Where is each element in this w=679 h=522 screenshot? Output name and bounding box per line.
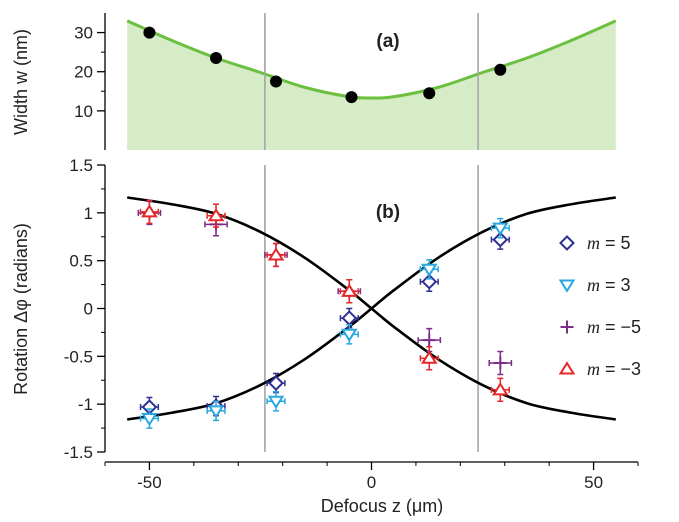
data-point-plus [422,333,436,347]
x-tick-label: -50 [137,473,162,492]
y-tick-label-b: 0 [84,300,93,319]
width-point [494,63,507,76]
legend-label: m = 5 [587,233,631,253]
x-axis-title: Defocus z (μm) [321,496,443,516]
width-point [210,52,223,65]
y-tick-label-a: 30 [74,24,93,43]
legend-marker-diamond [559,235,575,251]
data-point-diamond [492,231,509,248]
width-point [345,91,358,104]
width-points [143,26,507,104]
panel-label-b: (b) [376,202,400,223]
y-axis-title-a-text: Width w (nm) [11,29,31,135]
fit-fill-a [127,20,616,151]
data-point-triangle-down [267,395,285,410]
data-point-triangle-up [492,382,509,396]
data-point-triangle-down [420,263,438,278]
data-point-triangle-down [141,412,158,427]
series-m5 [139,229,510,418]
axes-a: 10 20 30 [74,13,106,150]
legend-label-var: m [587,317,600,337]
legend-label-value: = 3 [600,275,631,295]
fit-curve-b [127,196,616,421]
x-tick-label: 50 [584,473,603,492]
data-point-triangle-down [492,222,509,236]
data-point-diamond [268,375,284,392]
rotation-series [137,199,513,429]
legend-label-value: = 5 [600,233,631,253]
legend-label: m = 3 [587,275,631,295]
panel-b: 1.510.50-0.5-1-1.5-50 0 50 (b) m = 5m = 3m… [64,156,641,492]
series-mneg5 [137,200,513,376]
legend-label: m = −5 [587,317,641,337]
legend-item: m = −5 [560,317,641,337]
legend-marker-triangle-up [558,361,576,375]
y-tick-label-b: -0.5 [64,347,93,366]
fit-fill-area-a [127,20,616,151]
y-tick-label-b: 1 [84,204,93,223]
y-axis-title-b-text: Rotation Δφ (radians) [11,223,31,395]
data-point-triangle-up [340,283,358,297]
legend-label-value: = −5 [600,317,641,337]
data-point-triangle-up [207,207,225,222]
legend-marker-triangle-down [558,279,576,293]
legend-label-var: m [587,359,600,379]
data-point-triangle-down [207,405,225,419]
width-point [423,87,436,100]
legend-item: m = 3 [558,275,631,295]
legend-label-var: m [587,275,600,295]
y-tick-label-b: 0.5 [69,252,93,271]
data-point-diamond [421,273,438,290]
series-mneg3 [139,199,510,403]
panel-label-a: (a) [376,31,399,52]
data-point-plus [493,356,507,370]
data-point-triangle-up [267,247,285,261]
y-tick-label-b: 1.5 [69,156,93,175]
data-point-triangle-up [420,350,438,364]
y-tick-label-b: -1.5 [64,443,93,462]
legend-item: m = −3 [558,359,641,379]
legend-label-value: = −3 [600,359,641,379]
panel-a: 10 20 30 (a) [74,13,617,151]
legend-label-var: m [587,233,600,253]
data-point-triangle-up [141,204,158,218]
y-axis-title-a: Width w (nm) [11,29,31,135]
y-tick-label-a: 20 [74,63,93,82]
x-tick-label: 0 [367,473,376,492]
fit-curves-b [127,196,616,421]
vertical-guide-lines-b [264,165,479,452]
legend-marker-plus [560,320,574,334]
width-point [143,26,156,39]
axes-b: 1.5 1 0.5 0 -0.5 -1 -1.5 -50 0 50 [64,156,639,492]
y-tick-label-a: 10 [74,102,93,121]
legend-label: m = −3 [587,359,641,379]
legend-item: m = 5 [559,233,631,253]
y-axis-title-b: Rotation Δφ (radians) [11,223,31,395]
vertical-guide-lines-a [264,13,479,150]
y-tick-label-b: -1 [78,395,93,414]
series-m3 [139,217,510,429]
legend: m = 5m = 3m = −5m = −3 [558,233,641,379]
width-point [270,75,283,88]
data-point-triangle-down [340,328,358,343]
